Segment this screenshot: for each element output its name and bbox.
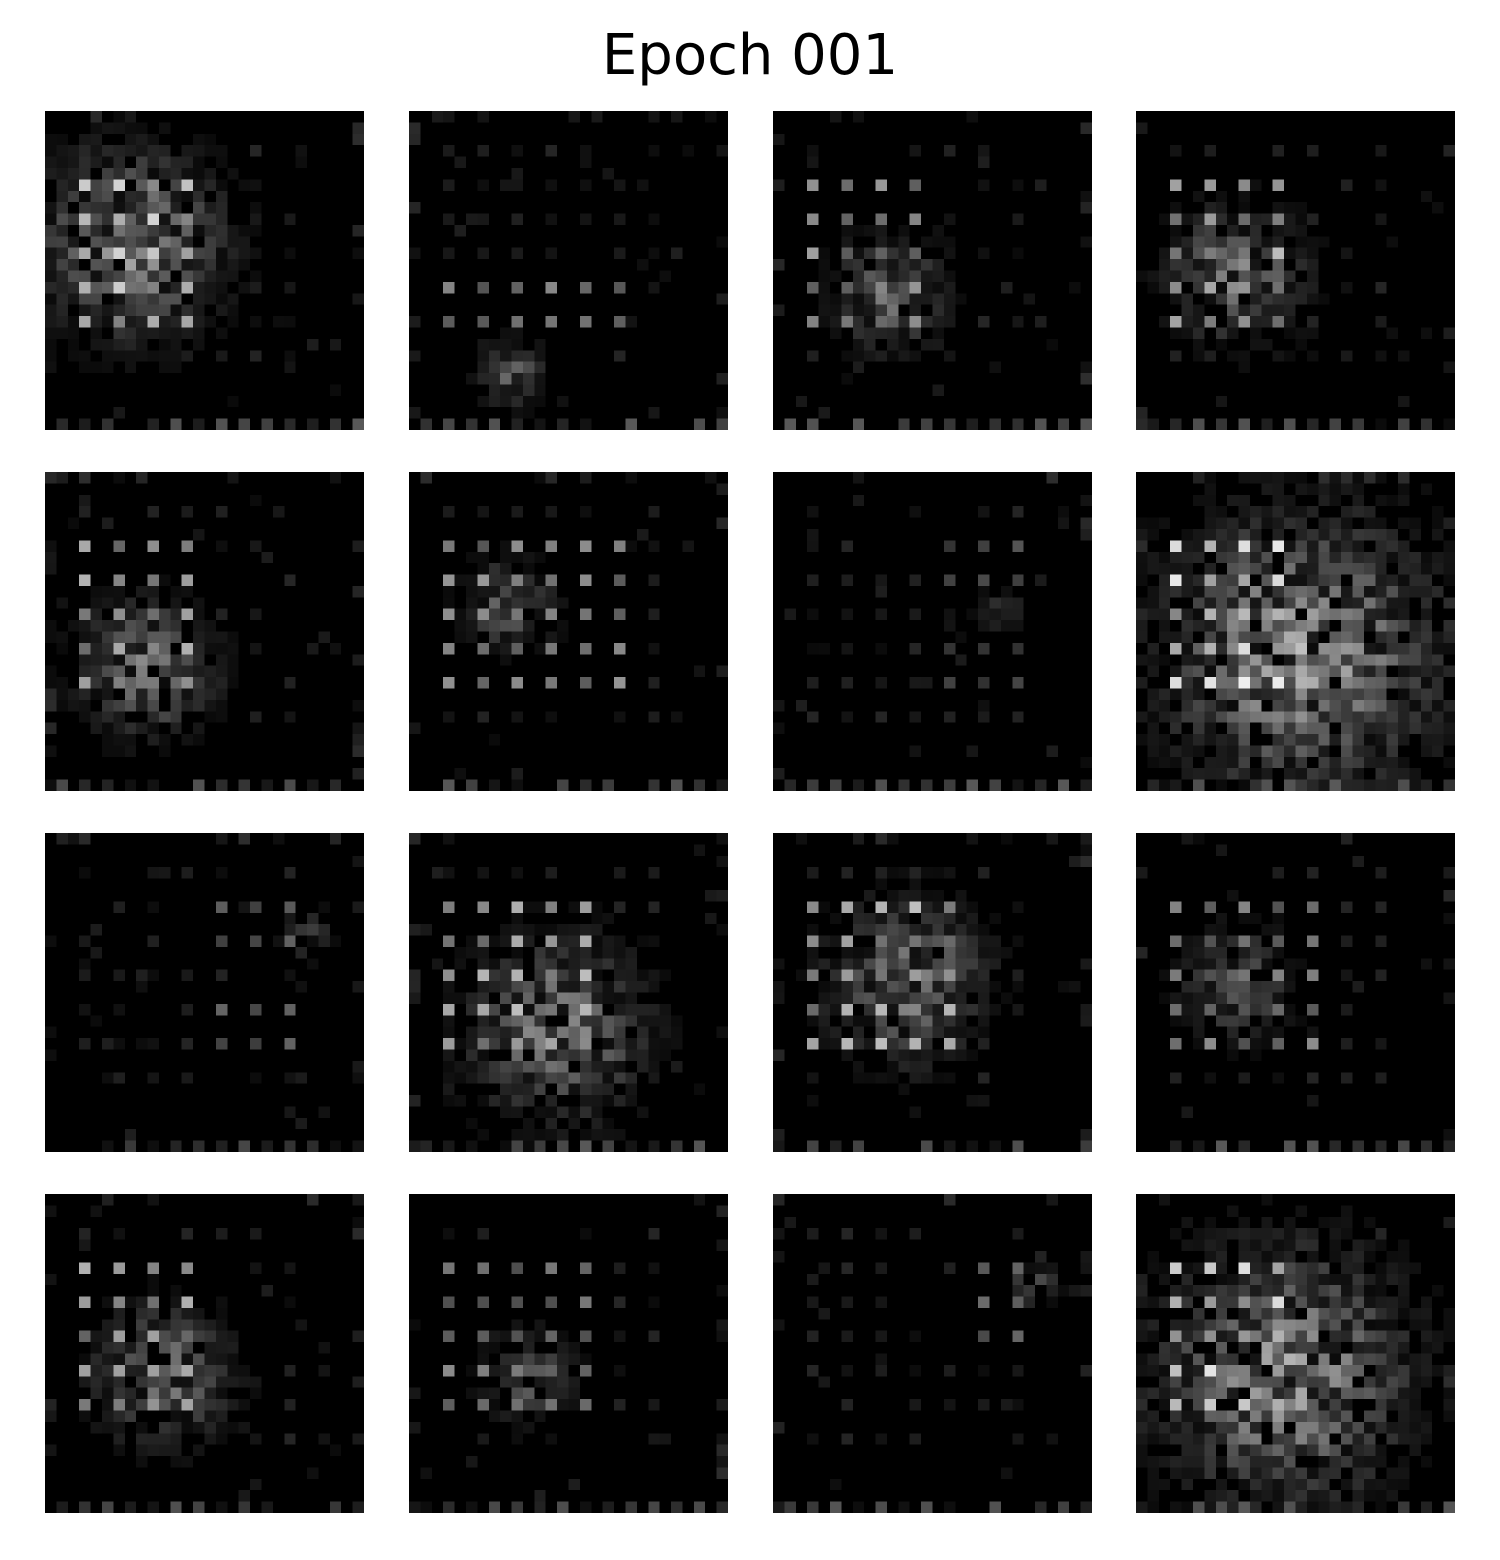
generated-sample-16 [1136, 1194, 1455, 1513]
generated-sample-12 [1136, 833, 1455, 1152]
generated-sample-5 [45, 472, 364, 791]
generated-sample-3 [773, 111, 1092, 430]
sample-image [45, 833, 364, 1152]
generated-sample-6 [409, 472, 728, 791]
sample-image [409, 472, 728, 791]
sample-image [773, 472, 1092, 791]
sample-image [409, 111, 728, 430]
sample-image [45, 1194, 364, 1513]
sample-image [409, 833, 728, 1152]
sample-image [773, 111, 1092, 430]
sample-image [45, 111, 364, 430]
generated-sample-1 [45, 111, 364, 430]
generated-sample-4 [1136, 111, 1455, 430]
generated-sample-9 [45, 833, 364, 1152]
sample-image [773, 833, 1092, 1152]
sample-image [1136, 1194, 1455, 1513]
generated-sample-10 [409, 833, 728, 1152]
generated-sample-15 [773, 1194, 1092, 1513]
generated-sample-13 [45, 1194, 364, 1513]
generated-sample-2 [409, 111, 728, 430]
figure-title: Epoch 001 [601, 23, 899, 88]
sample-image [773, 1194, 1092, 1513]
sample-image [1136, 833, 1455, 1152]
generated-sample-11 [773, 833, 1092, 1152]
generated-sample-7 [773, 472, 1092, 791]
generated-sample-8 [1136, 472, 1455, 791]
sample-image [45, 472, 364, 791]
generated-sample-14 [409, 1194, 728, 1513]
sample-image [1136, 472, 1455, 791]
sample-image [409, 1194, 728, 1513]
sample-image [1136, 111, 1455, 430]
